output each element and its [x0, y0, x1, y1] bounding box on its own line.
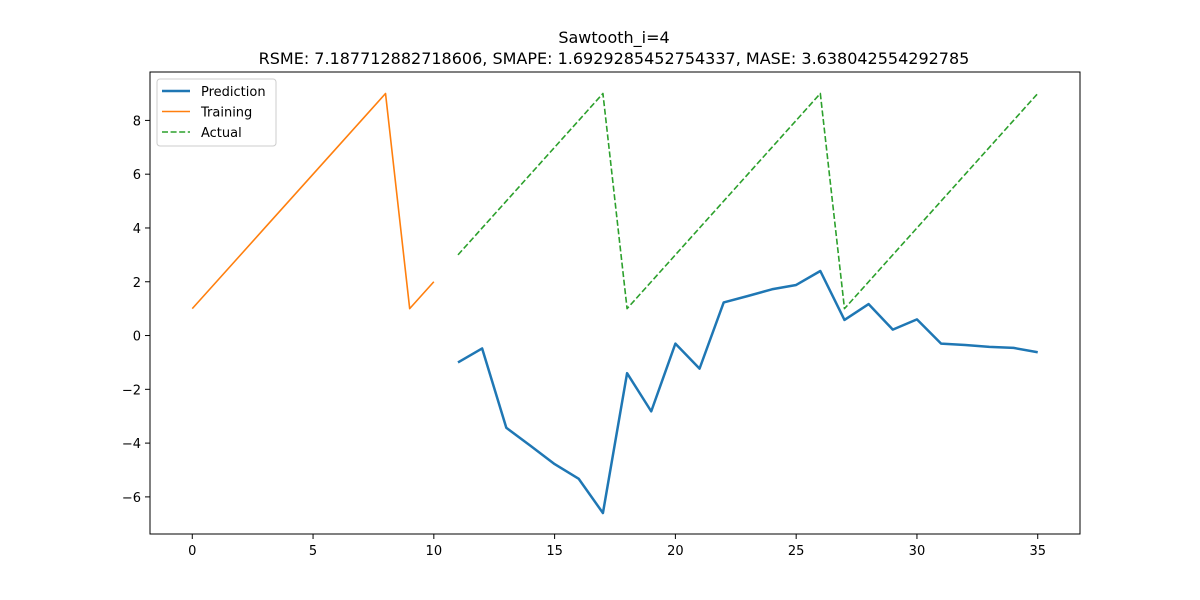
- series-line-training: [191, 92, 435, 310]
- y-tick-label: −2: [122, 383, 141, 398]
- y-tick-label: −6: [122, 491, 141, 506]
- x-tick-label: 20: [667, 544, 684, 559]
- legend: Prediction Training Actual: [156, 78, 277, 147]
- series-line-prediction: [457, 269, 1038, 515]
- x-tick-label: 35: [1029, 544, 1046, 559]
- x-tick-label: 10: [426, 544, 443, 559]
- legend-box: [156, 78, 277, 147]
- y-tick-label: 6: [133, 168, 141, 183]
- y-tick-label: 2: [133, 276, 141, 291]
- plot-area: 0 5 10 15 20 25 30 35 −6 −4 −2 0 2 4 6 8: [122, 92, 1046, 559]
- series-line-actual: [457, 92, 1039, 310]
- chart-title: Sawtooth_i=4: [558, 28, 669, 48]
- y-tick-label: 0: [133, 330, 141, 345]
- y-tick-label: 8: [133, 114, 141, 129]
- legend-label: Actual: [201, 126, 242, 141]
- plot-frame: [149, 71, 1081, 535]
- y-tick-label: 4: [133, 222, 141, 237]
- y-tick-label: −4: [122, 437, 141, 452]
- x-tick-label: 0: [188, 544, 196, 559]
- x-tick-label: 25: [788, 544, 805, 559]
- legend-label: Training: [200, 106, 252, 121]
- x-tick-label: 15: [546, 544, 563, 559]
- x-tick-label: 30: [909, 544, 926, 559]
- x-tick-label: 5: [309, 544, 317, 559]
- chart-subtitle: RSME: 7.187712882718606, SMAPE: 1.692928…: [259, 49, 970, 68]
- legend-label: Prediction: [201, 85, 266, 100]
